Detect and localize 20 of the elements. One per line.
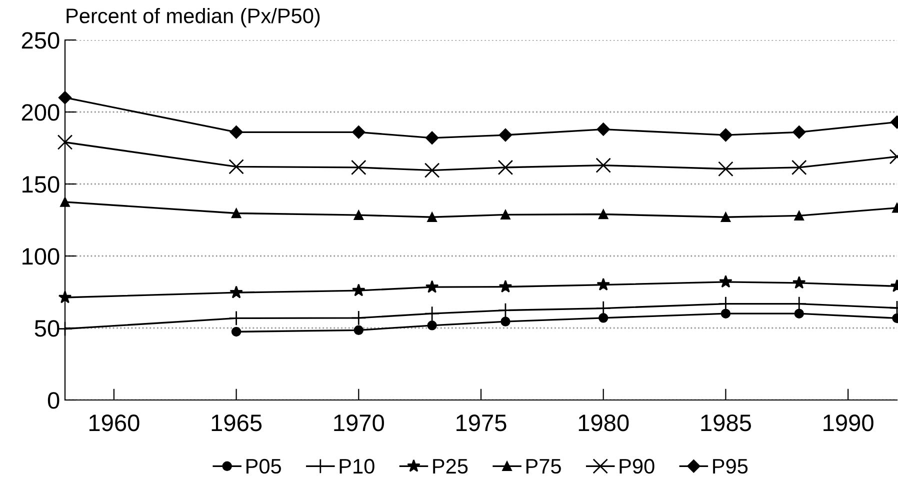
legend-label: P05 <box>246 458 281 474</box>
y-axis-title: Percent of median (Px/P50) <box>66 8 320 28</box>
y-tick-label: 0 <box>48 392 60 409</box>
x-tick-label: 1960 <box>89 414 140 432</box>
y-tick-label: 150 <box>22 176 60 193</box>
legend-label: P95 <box>713 458 748 474</box>
y-tick-label: 250 <box>22 32 60 49</box>
x-tick-label: 1975 <box>456 414 506 432</box>
legend-label: P10 <box>340 458 374 474</box>
y-tick-label: 100 <box>22 248 60 265</box>
legend-label: P25 <box>433 458 468 474</box>
x-tick-label: 1980 <box>578 414 629 432</box>
legend-label: P90 <box>620 458 654 474</box>
x-tick-label: 1965 <box>212 414 262 432</box>
y-tick-label: 200 <box>22 104 60 121</box>
legend-label: P75 <box>526 459 561 474</box>
y-tick-label: 50 <box>34 320 60 337</box>
x-tick-label: 1985 <box>701 414 751 432</box>
x-tick-label: 1990 <box>824 414 874 432</box>
x-tick-label: 1970 <box>334 414 384 432</box>
